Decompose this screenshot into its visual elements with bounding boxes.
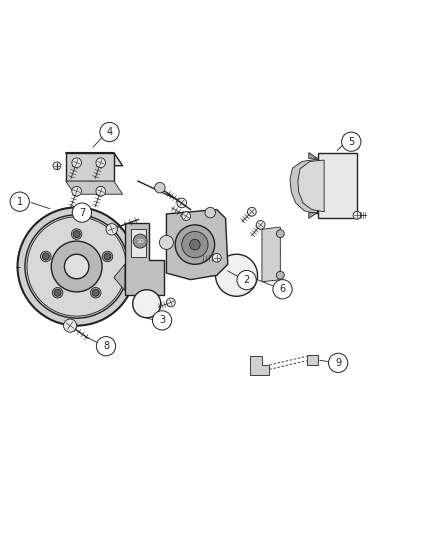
- Text: 1: 1: [17, 197, 23, 207]
- Circle shape: [96, 187, 106, 196]
- Circle shape: [205, 207, 215, 218]
- Polygon shape: [166, 209, 228, 280]
- Circle shape: [328, 353, 348, 373]
- Circle shape: [104, 253, 111, 260]
- Circle shape: [72, 158, 81, 167]
- Circle shape: [64, 319, 77, 332]
- Text: 7: 7: [79, 208, 85, 217]
- Circle shape: [155, 182, 165, 193]
- Text: 5: 5: [348, 136, 354, 147]
- Circle shape: [166, 298, 175, 307]
- Polygon shape: [66, 152, 114, 181]
- Circle shape: [273, 280, 292, 299]
- Circle shape: [276, 271, 284, 279]
- Text: 6: 6: [279, 284, 286, 294]
- Circle shape: [215, 254, 258, 296]
- Circle shape: [90, 287, 101, 298]
- Circle shape: [53, 162, 61, 169]
- Circle shape: [10, 192, 29, 211]
- Circle shape: [342, 132, 361, 151]
- Circle shape: [51, 241, 102, 292]
- Polygon shape: [262, 227, 280, 282]
- Circle shape: [71, 229, 82, 239]
- Text: 9: 9: [335, 358, 341, 368]
- Text: 8: 8: [103, 341, 109, 351]
- Circle shape: [25, 215, 128, 318]
- Circle shape: [100, 123, 119, 142]
- Polygon shape: [318, 152, 357, 219]
- Polygon shape: [309, 213, 318, 219]
- Polygon shape: [290, 159, 318, 214]
- Circle shape: [72, 203, 92, 222]
- Circle shape: [92, 289, 99, 296]
- Text: 10: 10: [136, 239, 144, 244]
- Circle shape: [133, 234, 147, 248]
- Polygon shape: [250, 356, 269, 375]
- Circle shape: [53, 287, 63, 298]
- Circle shape: [73, 231, 80, 238]
- Circle shape: [175, 225, 215, 264]
- Circle shape: [247, 207, 256, 216]
- Circle shape: [237, 270, 256, 290]
- Polygon shape: [298, 160, 324, 212]
- Polygon shape: [66, 152, 123, 166]
- Bar: [307, 356, 318, 365]
- Circle shape: [182, 231, 208, 258]
- Circle shape: [64, 254, 89, 279]
- Circle shape: [152, 311, 172, 330]
- Circle shape: [18, 207, 136, 326]
- Polygon shape: [114, 264, 125, 290]
- Circle shape: [177, 198, 187, 208]
- Polygon shape: [125, 223, 164, 295]
- Circle shape: [54, 289, 61, 296]
- Circle shape: [72, 187, 81, 196]
- Circle shape: [96, 336, 116, 356]
- Circle shape: [353, 211, 361, 219]
- Circle shape: [212, 253, 221, 262]
- Circle shape: [42, 253, 49, 260]
- Circle shape: [159, 236, 173, 249]
- Circle shape: [106, 223, 117, 235]
- Circle shape: [182, 212, 191, 221]
- Text: 3: 3: [159, 316, 165, 325]
- Polygon shape: [131, 229, 146, 257]
- Circle shape: [276, 230, 284, 238]
- Circle shape: [190, 239, 200, 250]
- Polygon shape: [309, 152, 318, 158]
- Text: 2: 2: [244, 275, 250, 285]
- Polygon shape: [66, 181, 123, 194]
- Circle shape: [133, 290, 161, 318]
- Circle shape: [41, 251, 51, 262]
- Text: 4: 4: [106, 127, 113, 137]
- Circle shape: [256, 221, 265, 229]
- Circle shape: [27, 217, 126, 316]
- Circle shape: [96, 158, 106, 167]
- Circle shape: [102, 251, 113, 262]
